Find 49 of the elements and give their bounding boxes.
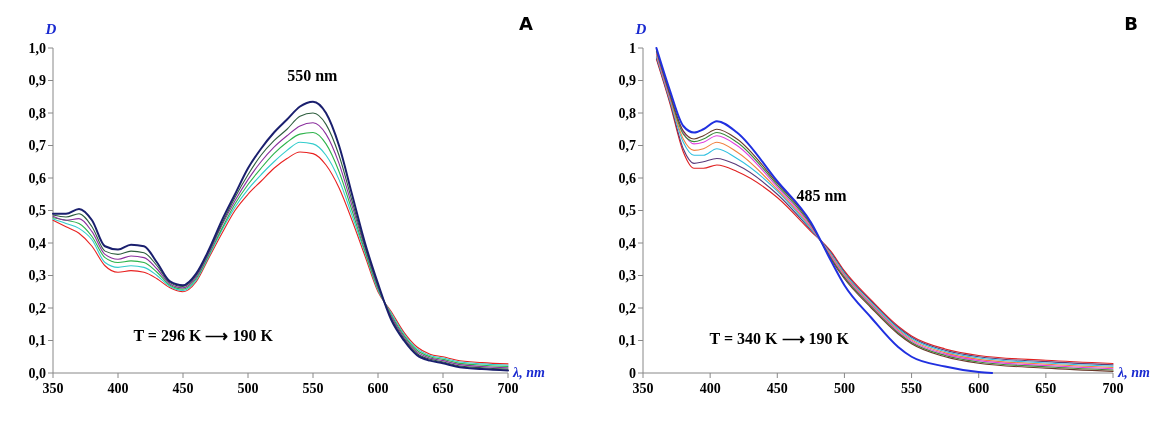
y-tick-label: 0,2 [28, 300, 46, 316]
x-tick-label: 500 [833, 381, 855, 396]
chart-title: B [1124, 13, 1138, 34]
y-tick-label: 0,7 [28, 138, 46, 154]
y-tick-label: 0,2 [618, 300, 636, 316]
y-axis-title: D [634, 21, 647, 37]
y-tick-label: 1,0 [28, 40, 46, 56]
y-tick-label: 0,4 [28, 235, 46, 251]
annotation: T = 340 K ⟶ 190 K [709, 329, 850, 347]
y-tick-label: 0 [629, 365, 636, 381]
x-tick-label: 700 [1102, 381, 1124, 396]
x-tick-label: 500 [237, 381, 259, 396]
y-axis-title: D [44, 21, 57, 37]
y-tick-label: 1 [629, 40, 636, 56]
y-tick-label: 0,9 [28, 73, 46, 89]
x-tick-label: 600 [367, 381, 389, 396]
x-tick-label: 400 [699, 381, 721, 396]
chart-title: A [519, 13, 534, 34]
x-tick-label: 650 [432, 381, 454, 396]
y-tick-label: 0,3 [28, 268, 46, 284]
line-series [655, 47, 994, 374]
x-tick-label: 450 [766, 381, 788, 396]
y-tick-label: 0,5 [28, 203, 46, 219]
y-tick-label: 0,6 [618, 170, 636, 186]
annotation: 485 nm [796, 186, 848, 204]
annotation: T = 296 K ⟶ 190 K [133, 326, 274, 344]
y-tick-label: 0,0 [28, 365, 46, 381]
y-tick-label: 0,9 [618, 73, 636, 89]
y-tick-label: 0,5 [618, 203, 636, 219]
y-tick-label: 0,3 [618, 268, 636, 284]
x-tick-label: 650 [1035, 381, 1057, 396]
y-tick-label: 0,8 [28, 105, 46, 121]
y-tick-label: 0,4 [618, 235, 636, 251]
x-tick-label: 550 [901, 381, 923, 396]
x-tick-label: 400 [107, 381, 129, 396]
x-axis-title: λ, nm [1117, 365, 1150, 380]
x-tick-label: 350 [632, 381, 654, 396]
x-tick-label: 350 [42, 381, 64, 396]
x-tick-label: 550 [302, 381, 324, 396]
y-tick-label: 0,1 [618, 333, 636, 349]
y-tick-label: 0,1 [28, 333, 46, 349]
x-tick-label: 700 [497, 381, 519, 396]
annotation: 550 nm [287, 66, 339, 84]
y-tick-label: 0,8 [618, 105, 636, 121]
x-axis-title: λ, nm [512, 365, 545, 380]
y-tick-label: 0,7 [618, 138, 636, 154]
x-tick-label: 600 [968, 381, 990, 396]
y-tick-label: 0,6 [28, 170, 46, 186]
x-tick-label: 450 [172, 381, 194, 396]
